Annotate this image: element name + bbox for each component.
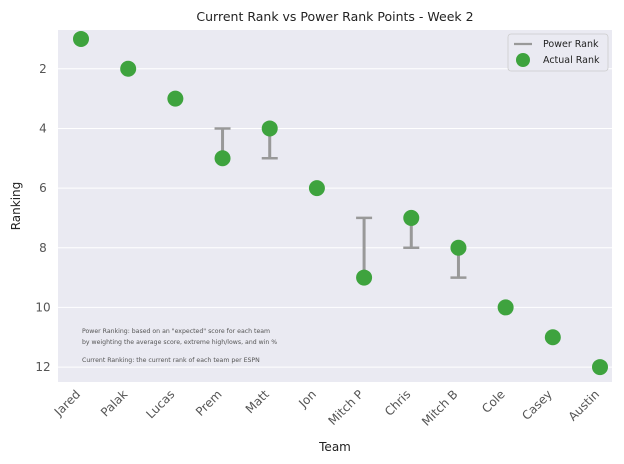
- x-tick-label: Jon: [295, 387, 319, 411]
- actual-rank-point: [261, 120, 278, 137]
- legend-power-rank-label: Power Rank: [543, 39, 599, 50]
- actual-rank-point: [544, 329, 561, 346]
- x-axis-label: Team: [318, 440, 351, 454]
- legend-actual-rank-label: Actual Rank: [543, 55, 600, 66]
- actual-rank-point: [308, 180, 325, 197]
- x-tick-label: Palak: [98, 387, 130, 419]
- legend-box: [507, 33, 609, 72]
- y-tick-label: 10: [35, 300, 50, 314]
- y-tick-label: 2: [39, 62, 47, 76]
- y-tick-label: 4: [39, 121, 47, 135]
- actual-rank-point: [120, 60, 137, 77]
- x-tick-label: Chris: [382, 387, 413, 418]
- y-tick-labels: 2 4 6 8 10 12: [35, 62, 50, 374]
- x-tick-label: Mitch P: [325, 387, 366, 428]
- x-tick-label: Prem: [193, 387, 225, 419]
- x-tick-label: Austin: [566, 387, 603, 424]
- x-tick-label: Mitch B: [419, 387, 460, 428]
- annotation-line-1: Power Ranking: based on an "expected" sc…: [82, 328, 270, 335]
- actual-rank-point: [356, 269, 373, 286]
- y-tick-label: 8: [39, 241, 47, 255]
- y-axis-label: Ranking: [9, 182, 23, 231]
- actual-rank-point: [497, 299, 514, 316]
- actual-rank-point: [73, 30, 89, 47]
- actual-rank-point: [167, 90, 184, 107]
- x-tick-label: Casey: [519, 387, 555, 423]
- x-tick-label: Jared: [51, 387, 83, 419]
- actual-rank-point: [403, 209, 420, 226]
- y-tick-label: 12: [35, 360, 50, 374]
- x-tick-label: Cole: [479, 387, 508, 416]
- actual-rank-series: [73, 30, 608, 376]
- x-tick-labels: Jared Palak Lucas Prem Matt Jon Mitch P Chris Mi…: [51, 387, 602, 429]
- actual-rank-point: [214, 150, 231, 167]
- actual-rank-point: [450, 239, 467, 256]
- x-tick-label: Matt: [243, 387, 272, 416]
- chart-title: Current Rank vs Power Rank Points - Week…: [196, 9, 473, 24]
- plot-area: [58, 30, 612, 382]
- actual-rank-point: [592, 359, 608, 376]
- x-tick-label: Lucas: [143, 387, 177, 421]
- annotation-line-3: Current Ranking: the current rank of eac…: [82, 357, 260, 364]
- annotation-line-2: by weighting the average score, extreme …: [82, 339, 277, 346]
- grid-lines: [58, 68, 612, 368]
- legend: Power Rank Actual Rank: [507, 33, 609, 72]
- legend-actual-rank-swatch: [516, 53, 530, 67]
- y-tick-label: 6: [39, 181, 47, 195]
